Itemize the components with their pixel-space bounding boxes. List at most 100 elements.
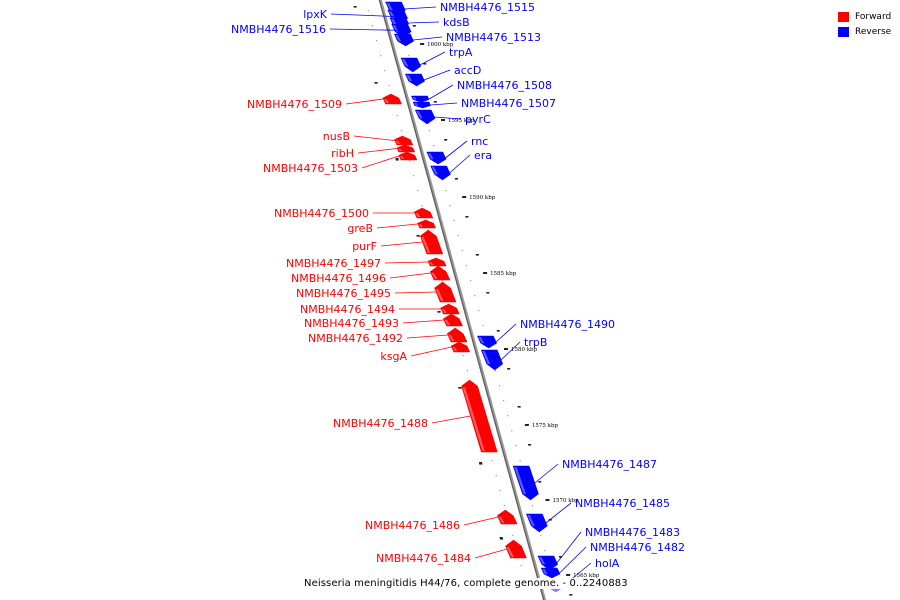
minor-tick	[437, 311, 441, 313]
guide-dot	[367, 10, 369, 12]
guide-dot	[512, 535, 514, 537]
gene-sheen	[397, 148, 403, 151]
gene-nmbh4476_1495	[434, 281, 457, 303]
guide-dot	[453, 220, 455, 222]
gene-leader-line	[394, 291, 437, 294]
gene-sheen	[482, 351, 491, 364]
gene-label: NMBH4476_1497	[286, 257, 381, 270]
gene-sheen	[421, 237, 431, 253]
guide-dot	[400, 130, 402, 132]
minor-tick	[569, 594, 573, 596]
tick-label: 1600 kbp	[427, 42, 454, 48]
gene-sheen	[435, 289, 444, 301]
gene-leader-line	[384, 261, 429, 264]
gene-label: NMBH4476_1492	[308, 332, 403, 345]
gene-label: NMBH4476_1516	[231, 23, 326, 36]
gene-label: NMBH4476_1487	[562, 458, 657, 471]
gene-label: NMBH4476_1515	[440, 1, 535, 14]
minor-tick	[479, 462, 483, 464]
gene-sheen	[527, 515, 535, 526]
tick-mark	[420, 43, 425, 45]
gene-leader-line	[431, 415, 471, 424]
gene-ksga	[450, 341, 471, 353]
guide-dot	[449, 205, 451, 207]
gene-sheen	[448, 334, 455, 341]
gene-label: NMBH4476_1483	[585, 526, 680, 539]
gene-sheen	[383, 99, 390, 103]
gene-leader-line	[545, 502, 572, 524]
gene-nmbh4476_1515	[385, 1, 406, 17]
minor-tick	[353, 6, 357, 8]
guide-dot	[417, 190, 419, 192]
tick-mark	[441, 119, 445, 121]
gene-sheen	[416, 111, 423, 119]
legend-forward: Forward	[838, 9, 891, 24]
tick-mark	[483, 272, 488, 274]
gene-leader-line	[406, 334, 449, 339]
legend-reverse-label: Reverse	[855, 26, 892, 37]
gene-label: era	[474, 149, 492, 162]
gene-label: trpB	[524, 336, 547, 349]
legend-reverse: Reverse	[838, 24, 891, 39]
gene-nmbh4476_1485	[525, 513, 548, 533]
guide-dot	[465, 265, 468, 267]
gene-label: NMBH4476_1494	[300, 303, 395, 316]
gene-sheen	[506, 547, 514, 557]
guide-dot	[457, 235, 459, 237]
guide-dot	[384, 70, 386, 72]
gene-leader-line	[534, 463, 559, 484]
tick-label: 1565 kbp	[573, 573, 600, 579]
minor-tick	[496, 330, 500, 332]
guide-dot	[544, 550, 546, 552]
gene-label: NMBH4476_1486	[365, 519, 460, 532]
gene-rnc	[426, 151, 447, 165]
gene-sheen	[428, 262, 434, 265]
guide-dot	[478, 310, 480, 312]
forward-swatch	[838, 11, 849, 22]
gene-label: NMBH4476_1507	[461, 97, 556, 110]
gene-label: greB	[347, 222, 373, 235]
gene-label: accD	[454, 64, 481, 77]
gene-leader-line	[410, 346, 452, 357]
guide-dot	[408, 55, 410, 57]
guide-dot	[482, 325, 484, 327]
gene-nmbh4476_1488	[461, 379, 498, 453]
minor-tick	[528, 444, 532, 446]
gene-leader-line	[559, 546, 587, 574]
tick-label: 1590 kbp	[469, 195, 496, 201]
minor-tick	[374, 82, 378, 84]
tick-label: 1585 kbp	[490, 271, 517, 277]
gene-label: ribH	[331, 147, 354, 160]
tick-mark	[545, 499, 550, 501]
guide-dot	[409, 160, 411, 162]
gene-sheen	[542, 569, 548, 574]
gene-sheen	[427, 153, 434, 160]
tick-mark	[566, 574, 571, 576]
backbone-shadow	[378, 0, 547, 600]
guide-dot	[495, 475, 497, 477]
gene-label: NMBH4476_1503	[263, 162, 358, 175]
gene-kdsb	[389, 17, 410, 29]
gene-leader-line	[449, 154, 471, 174]
gene-label: NMBH4476_1500	[274, 207, 369, 220]
gene-label: holA	[595, 557, 620, 570]
gene-sheen	[399, 156, 405, 159]
gene-label: nusB	[323, 130, 350, 143]
gene-label: NMBH4476_1482	[590, 541, 685, 554]
minor-tick	[465, 216, 469, 218]
gene-label: NMBH4476_1485	[575, 497, 670, 510]
guide-dot	[466, 370, 468, 372]
guide-dot	[421, 205, 423, 207]
guide-dot	[494, 370, 496, 372]
gene-label: NMBH4476_1513	[446, 31, 541, 44]
gene-label: NMBH4476_1495	[296, 287, 391, 300]
gene-sheen	[406, 75, 413, 82]
gene-nmbh4476_1487	[512, 465, 539, 501]
guide-dot	[371, 25, 374, 27]
gene-label: NMBH4476_1484	[376, 552, 471, 565]
minor-tick	[433, 101, 437, 103]
genome-backbone	[378, 0, 547, 600]
gene-nmbh4476_1513	[393, 33, 414, 47]
guide-dot	[396, 115, 398, 117]
